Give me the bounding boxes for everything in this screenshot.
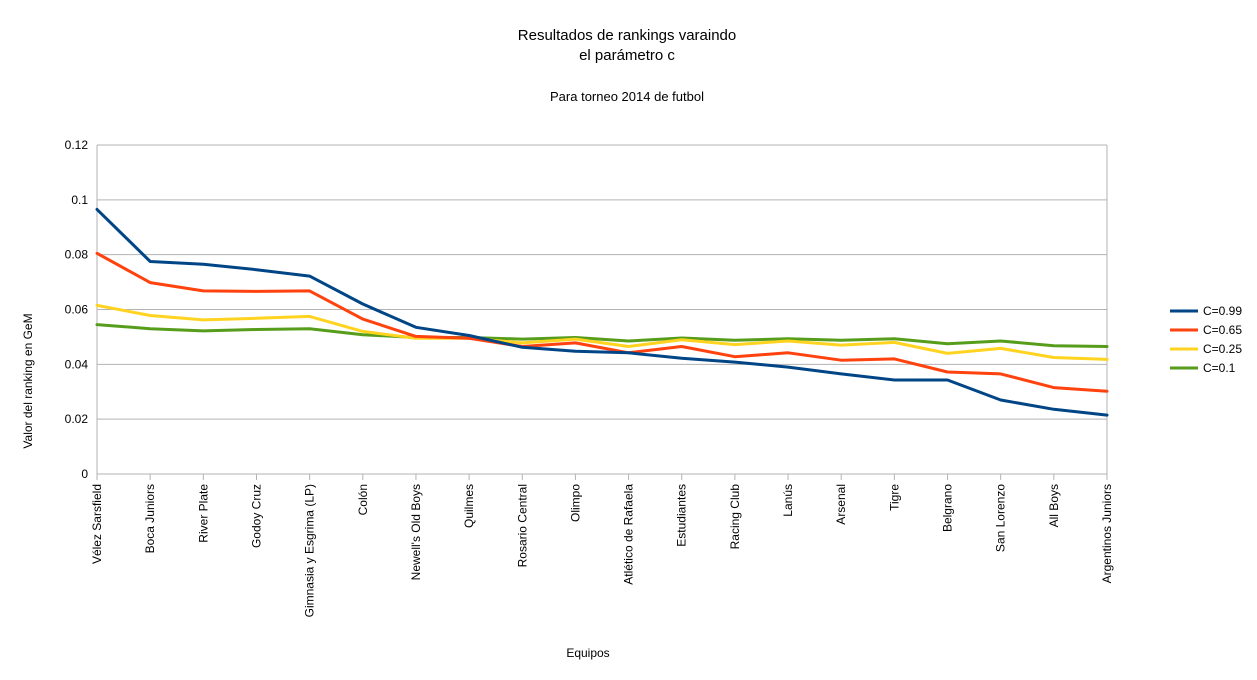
chart-title-line-2: el parámetro c <box>579 47 675 64</box>
x-tick-label: Atlético de Rafaela <box>622 484 636 585</box>
x-tick-label: Lanús <box>781 484 795 517</box>
x-tick-label: Colón <box>356 484 370 515</box>
y-tick-label: 0 <box>81 467 88 481</box>
x-tick-label: Newell's Old Boys <box>409 484 423 580</box>
x-tick-label: Rosario Central <box>515 484 529 567</box>
x-tick-label: Boca Juniors <box>143 484 157 553</box>
legend-label: C=0.99 <box>1203 304 1242 318</box>
legend-label: C=0.65 <box>1203 323 1242 337</box>
series-line-c-0-65 <box>95 251 1109 393</box>
series-line-c-0-99 <box>95 207 1109 417</box>
legend-label: C=0.1 <box>1203 361 1236 375</box>
y-tick-label: 0.04 <box>65 357 89 371</box>
x-tick-label: Vélez Sarsfield <box>90 484 104 564</box>
x-tick-label: Argentinos Juniors <box>1100 484 1114 583</box>
x-tick-label: San Lorenzo <box>994 484 1008 552</box>
legend: C=0.99 C=0.65 C=0.25 C=0.1 <box>1170 304 1242 375</box>
series-line-c-0-25 <box>95 303 1109 361</box>
y-axis-title: Valor del ranking en GeM <box>21 313 35 448</box>
x-tick-label: Arsenal <box>834 484 848 525</box>
y-tick-label: 0.06 <box>65 303 89 317</box>
y-tick-label: 0.02 <box>65 412 89 426</box>
x-axis-title: Equipos <box>566 646 609 660</box>
x-tick-label: Estudiantes <box>675 484 689 547</box>
x-tick-label: All Boys <box>1047 484 1061 527</box>
x-tick-label: Gimnasia y Esgrima (LP) <box>303 484 317 617</box>
y-tick-label: 0.1 <box>71 193 88 207</box>
chart-subtitle: Para torneo 2014 de futbol <box>550 89 704 104</box>
x-tick-label: Olimpo <box>568 484 582 522</box>
x-tick-label: Godoy Cruz <box>249 484 263 548</box>
x-tick-label: River Plate <box>196 484 210 543</box>
plot-area: 0 0.02 0.04 0.06 0.08 0.1 0.12 Vélez Sarsfield B… <box>65 138 1114 617</box>
series-line-c-0-1 <box>95 323 1109 348</box>
x-tick-label: Quilmes <box>462 484 476 528</box>
y-tick-label: 0.08 <box>65 248 89 262</box>
legend-label: C=0.25 <box>1203 342 1242 356</box>
y-tick-label: 0.12 <box>65 138 89 152</box>
x-tick-label: Racing Club <box>728 484 742 550</box>
x-tick-label: Belgrano <box>941 484 955 532</box>
chart-title-line-1: Resultados de rankings varaindo <box>518 27 736 44</box>
x-tick-label: Tigre <box>887 484 901 511</box>
